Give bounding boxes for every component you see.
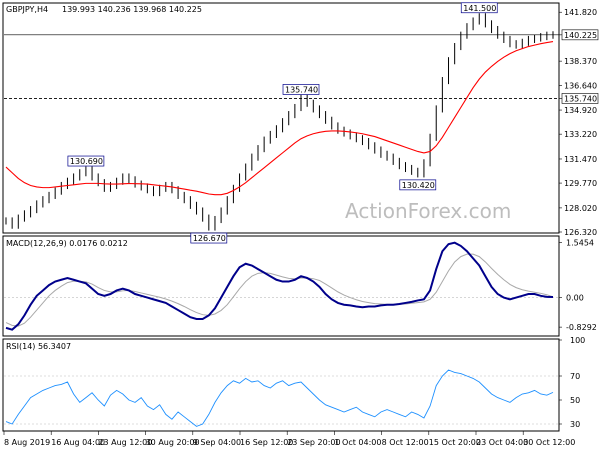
x-tick-label: 23 Sep 20:00: [287, 438, 340, 447]
price-tick-label: 133.220: [564, 130, 597, 139]
price-annotation-label: 130.420: [402, 181, 435, 190]
price-annotation-box: [67, 155, 105, 167]
x-tick-label: 15 Oct 20:00: [429, 438, 481, 447]
price-tick-label: 131.470: [564, 155, 597, 164]
macd-layer: [4, 241, 559, 331]
x-tick-label: 30 Oct 12:00: [523, 438, 575, 447]
rsi-tick-label: 100: [570, 336, 585, 345]
symbol-label: GBPJPY,H4: [6, 5, 48, 14]
macd-signal-line: [5, 253, 554, 327]
rsi-tick-label: 50: [570, 396, 580, 405]
axis-layer: 141.820 140.225 138.370 136.640 135.740 134.9…: [3, 8, 599, 447]
x-tick-label: 16 Sep 12:00: [240, 438, 293, 447]
macd-title: MACD(12,26,9) 0.0176 0.0212: [6, 239, 128, 248]
x-tick-label: 1 Oct 04:00: [334, 438, 381, 447]
price-tick-label: 128.020: [564, 204, 597, 213]
watermark: ActionForex.com: [345, 199, 511, 223]
price-tick-label: 140.225: [564, 31, 597, 40]
x-tick-label: 23 Oct 04:00: [476, 438, 528, 447]
x-tick-label: 8 Oct 12:00: [382, 438, 429, 447]
price-annotation-box: [399, 179, 437, 191]
price-tick-label: 129.770: [564, 179, 597, 188]
rsi-panel-frame: [2, 338, 560, 432]
ohlc-readout: 139.993 140.236 139.968 140.225: [62, 5, 202, 14]
price-annotation-box: [282, 84, 320, 95]
macd-tick-label: -0.8292: [566, 323, 597, 332]
x-tick-label: 8 Aug 2019: [4, 438, 50, 447]
price-panel-frame: [2, 2, 560, 234]
price-tick-label: 134.920: [564, 106, 597, 115]
price-annotation-label: 130.690: [70, 157, 103, 166]
macd-panel-frame: [2, 235, 560, 337]
rsi-tick-label: 30: [570, 420, 580, 429]
macd-tick-label: 0.00: [566, 294, 584, 303]
rsi-tick-label: 70: [570, 372, 580, 381]
macd-tick-label: 1.5454: [566, 239, 594, 248]
x-tick-label: 23 Aug 12:00: [98, 438, 152, 447]
price-tick-label: 135.740: [564, 94, 597, 103]
x-tick-label: 30 Aug 20:00: [146, 438, 200, 447]
moving-average-line: [5, 41, 554, 196]
price-tick-label: 141.820: [564, 8, 597, 17]
x-tick-label: 16 Aug 04:00: [51, 438, 105, 447]
price-tick-label: 126.320: [564, 228, 597, 237]
macd-line: [5, 241, 554, 331]
price-annotation-label: 135.740: [285, 85, 318, 94]
price-tick-label: 136.640: [564, 82, 597, 91]
price-layer: 130.690 126.670 135.740 130.420 141.500: [4, 2, 559, 244]
rsi-line: [5, 369, 554, 427]
price-tick-label: 138.370: [564, 57, 597, 66]
price-annotation-label: 141.500: [463, 4, 496, 13]
rsi-layer: [4, 369, 559, 427]
price-annotation-box: [190, 232, 228, 244]
x-tick-label: 9 Sep 04:00: [193, 438, 241, 447]
price-annotation-box: [460, 2, 498, 14]
rsi-title: RSI(14) 56.3407: [6, 342, 71, 351]
price-annotation-label: 126.670: [193, 234, 226, 243]
